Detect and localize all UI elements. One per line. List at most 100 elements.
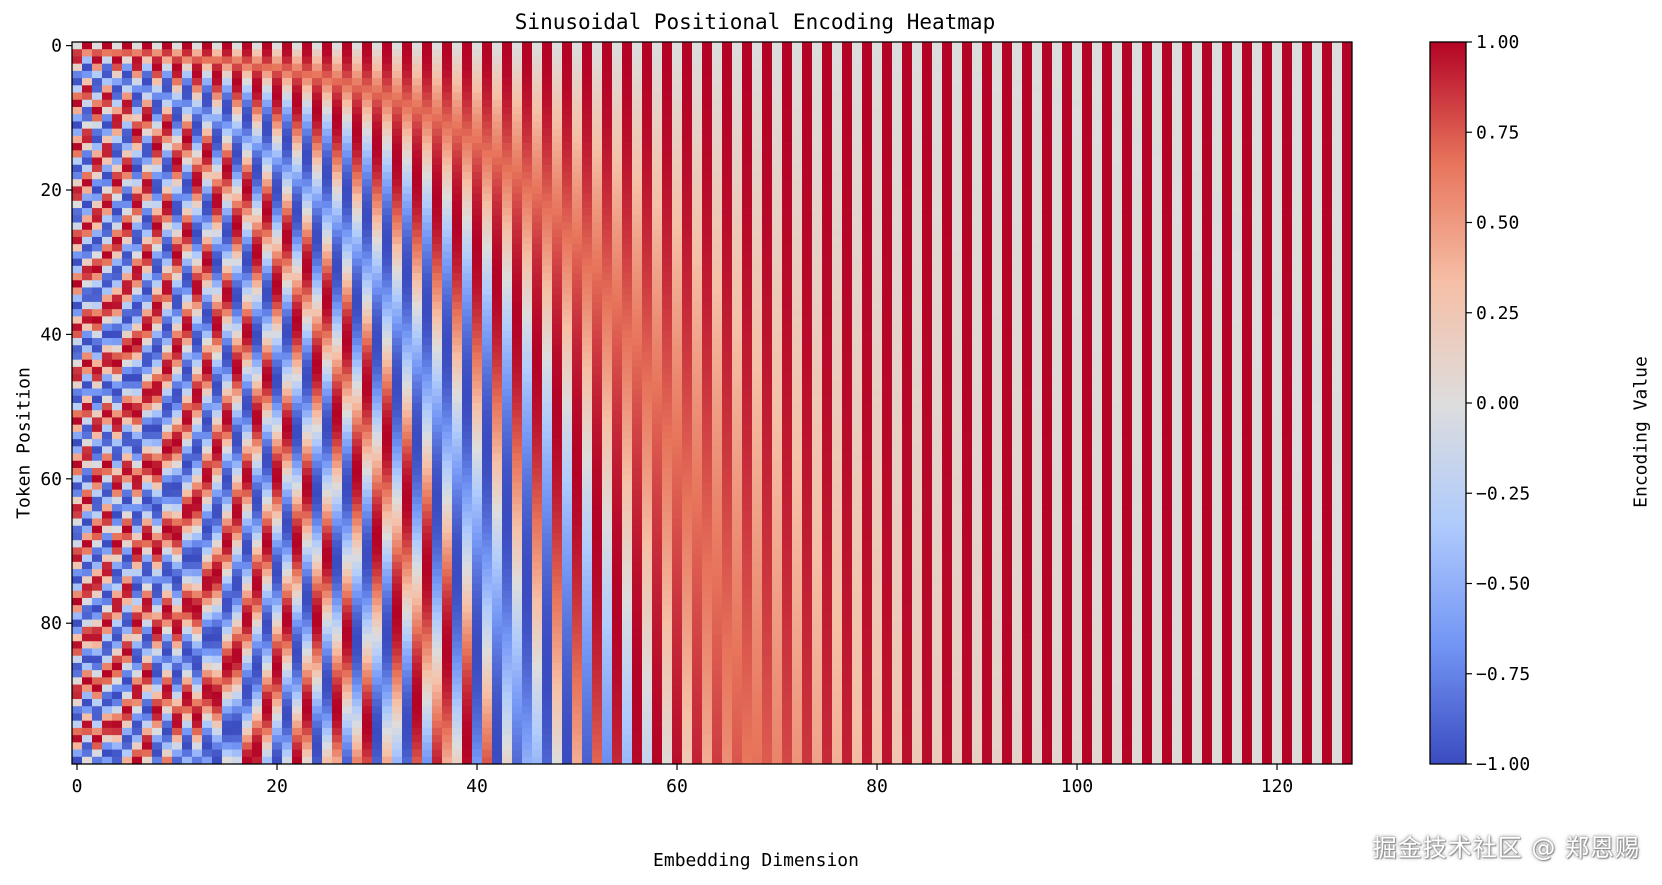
heatmap-cell bbox=[342, 236, 353, 245]
heatmap-cell bbox=[782, 63, 793, 72]
heatmap-cell bbox=[922, 99, 933, 108]
heatmap-cell bbox=[632, 265, 643, 274]
heatmap-cell bbox=[482, 280, 493, 288]
heatmap-cell bbox=[832, 222, 843, 231]
heatmap-cell bbox=[1132, 171, 1143, 180]
heatmap-cell bbox=[162, 78, 173, 86]
heatmap-cell bbox=[272, 193, 283, 202]
heatmap-cell bbox=[1182, 309, 1193, 317]
heatmap-cell bbox=[152, 236, 163, 245]
heatmap-cell bbox=[1192, 179, 1203, 187]
heatmap-cell bbox=[682, 301, 693, 310]
heatmap-cell bbox=[662, 179, 673, 187]
heatmap-cell bbox=[292, 63, 303, 72]
heatmap-cell bbox=[1052, 78, 1063, 86]
heatmap-cell bbox=[912, 236, 923, 245]
heatmap-cell bbox=[282, 42, 293, 50]
heatmap-cell bbox=[272, 171, 283, 180]
heatmap-cell bbox=[1002, 179, 1013, 187]
heatmap-cell bbox=[1112, 78, 1123, 86]
heatmap-cell bbox=[652, 121, 663, 129]
heatmap-cell bbox=[382, 63, 393, 72]
heatmap-cell bbox=[182, 258, 193, 267]
heatmap-cell bbox=[192, 70, 203, 79]
heatmap-cell bbox=[1122, 63, 1133, 72]
heatmap-cell bbox=[972, 114, 983, 122]
heatmap-cell bbox=[402, 186, 413, 194]
heatmap-cell bbox=[1302, 42, 1313, 50]
heatmap-cell bbox=[82, 171, 93, 180]
heatmap-cell bbox=[322, 63, 333, 72]
heatmap-cell bbox=[972, 63, 983, 72]
heatmap-cell bbox=[1132, 193, 1143, 202]
heatmap-cell bbox=[1282, 215, 1293, 223]
heatmap-cell bbox=[1142, 193, 1153, 202]
heatmap-cell bbox=[462, 42, 473, 50]
heatmap-cell bbox=[1192, 208, 1203, 216]
heatmap-cell bbox=[192, 236, 203, 245]
heatmap-cell bbox=[652, 215, 663, 223]
heatmap-cell bbox=[1312, 301, 1323, 310]
heatmap-cell bbox=[1052, 42, 1063, 50]
heatmap-cell bbox=[1062, 78, 1073, 86]
heatmap-cell bbox=[492, 229, 503, 238]
heatmap-cell bbox=[452, 280, 463, 288]
heatmap-cell bbox=[752, 273, 763, 281]
heatmap-cell bbox=[392, 78, 403, 86]
heatmap-cell bbox=[142, 135, 153, 144]
heatmap-cell bbox=[672, 99, 683, 108]
heatmap-cell bbox=[922, 56, 933, 65]
heatmap-cell bbox=[352, 208, 363, 216]
heatmap-cell bbox=[1242, 316, 1253, 324]
heatmap-cell bbox=[1102, 316, 1113, 324]
heatmap-cell bbox=[722, 128, 733, 137]
heatmap-cell bbox=[1162, 186, 1173, 194]
heatmap-cell bbox=[912, 49, 923, 57]
heatmap-cell bbox=[1292, 309, 1303, 317]
heatmap-cell bbox=[862, 157, 873, 166]
heatmap-cell bbox=[932, 128, 943, 137]
heatmap-cell bbox=[672, 229, 683, 238]
heatmap-cell bbox=[102, 106, 113, 115]
heatmap-cell bbox=[692, 171, 703, 180]
heatmap-cell bbox=[1062, 316, 1073, 324]
heatmap-cell bbox=[272, 92, 283, 101]
heatmap-cell bbox=[982, 309, 993, 317]
heatmap-cell bbox=[382, 78, 393, 86]
heatmap-cell bbox=[1172, 251, 1183, 259]
heatmap-cell bbox=[782, 70, 793, 79]
heatmap-cell bbox=[662, 164, 673, 173]
heatmap-cell bbox=[122, 229, 133, 238]
heatmap-cell bbox=[812, 193, 823, 202]
heatmap-cell bbox=[1282, 208, 1293, 216]
heatmap-cell bbox=[362, 294, 373, 303]
heatmap-cell bbox=[1252, 106, 1263, 115]
heatmap-cell bbox=[612, 316, 623, 324]
heatmap-cell bbox=[522, 193, 533, 202]
heatmap-cell bbox=[692, 301, 703, 310]
heatmap-cell bbox=[832, 49, 843, 57]
heatmap-cell bbox=[1072, 128, 1083, 137]
heatmap-cell bbox=[1182, 42, 1193, 50]
heatmap-cell bbox=[962, 78, 973, 86]
heatmap-cell bbox=[1142, 208, 1153, 216]
heatmap-cell bbox=[882, 128, 893, 137]
heatmap-cell bbox=[562, 171, 573, 180]
heatmap-cell bbox=[1302, 78, 1313, 86]
heatmap-cell bbox=[342, 121, 353, 129]
heatmap-cell bbox=[272, 106, 283, 115]
heatmap-cell bbox=[882, 208, 893, 216]
heatmap-cell bbox=[1202, 200, 1213, 209]
heatmap-cell bbox=[1002, 157, 1013, 166]
heatmap-cell bbox=[872, 200, 883, 209]
heatmap-cell bbox=[342, 171, 353, 180]
heatmap-cell bbox=[1222, 99, 1233, 108]
heatmap-cell bbox=[682, 99, 693, 108]
heatmap-cell bbox=[82, 135, 93, 144]
heatmap-cell bbox=[642, 42, 653, 50]
heatmap-cell bbox=[172, 193, 183, 202]
heatmap-cell bbox=[792, 186, 803, 194]
heatmap-cell bbox=[262, 56, 273, 65]
heatmap-cell bbox=[812, 280, 823, 288]
heatmap-cell bbox=[302, 42, 313, 50]
